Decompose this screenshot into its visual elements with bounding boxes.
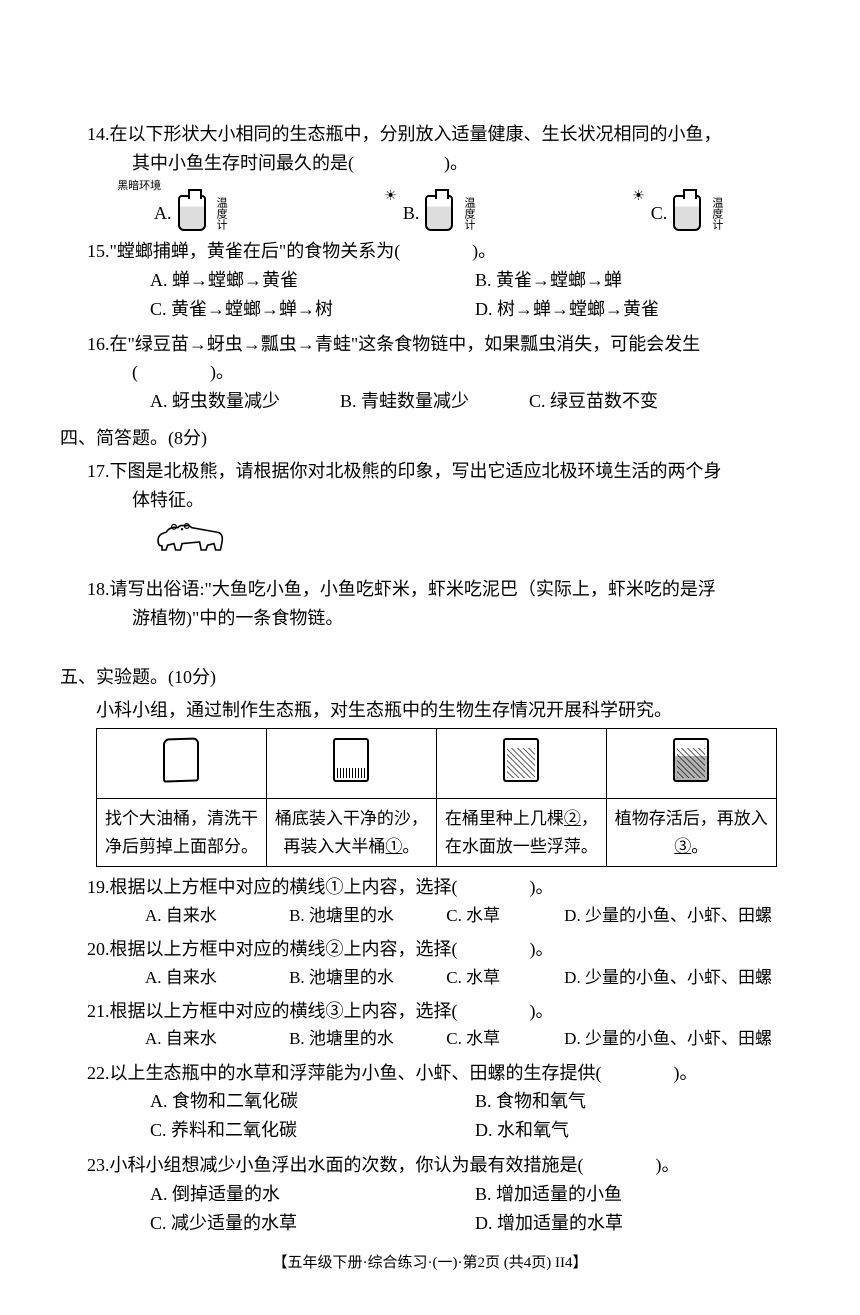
- q19-option-c: C. 水草: [446, 902, 564, 929]
- q19-text: 19.根据以上方框中对应的横线①上内容，选择( )。: [60, 873, 800, 902]
- table-text-row: 找个大油桶，清洗干净后剪掉上面部分。 桶底装入干净的沙，再装入大半桶①。 在桶里…: [97, 799, 777, 866]
- blank-2: ②: [564, 809, 581, 828]
- q21-text: 21.根据以上方框中对应的横线③上内容，选择( )。: [60, 997, 800, 1026]
- q16-option-a: A. 蚜虫数量减少: [150, 387, 280, 416]
- q20-text: 20.根据以上方框中对应的横线②上内容，选择( )。: [60, 935, 800, 964]
- q20-options: A. 自来水 B. 池塘里的水 C. 水草 D. 少量的小鱼、小虾、田螺: [60, 964, 800, 991]
- blank-1: ①: [385, 837, 402, 856]
- q14-text-2: 其中小鱼生存时间最久的是( )。: [60, 149, 800, 178]
- jar-icon: [333, 738, 369, 782]
- q19-option-d: D. 少量的小鱼、小虾、田螺: [564, 902, 800, 929]
- q22-option-d: D. 水和氧气: [475, 1116, 800, 1145]
- q22-option-b: B. 食物和氧气: [475, 1087, 800, 1116]
- question-22: 22.以上生态瓶中的水草和浮萍能为小鱼、小虾、田螺的生存提供( )。 A. 食物…: [60, 1059, 800, 1145]
- jar-icon: [673, 738, 709, 782]
- q23-options-row1: A. 倒掉适量的水 B. 增加适量的小鱼: [60, 1180, 800, 1209]
- question-17: 17.下图是北极熊，请根据你对北极熊的印象，写出它适应北极环境生活的两个身 体特…: [60, 457, 800, 567]
- q20-option-d: D. 少量的小鱼、小虾、田螺: [564, 964, 800, 991]
- q14-text-1: 14.在以下形状大小相同的生态瓶中，分别放入适量健康、生长状况相同的小鱼，: [60, 120, 800, 149]
- q15-option-a: A. 蝉→螳螂→黄雀: [150, 266, 475, 295]
- thermometer-label: 温度计: [459, 197, 477, 230]
- q19-options: A. 自来水 B. 池塘里的水 C. 水草 D. 少量的小鱼、小虾、田螺: [60, 902, 800, 929]
- q19-option-a: A. 自来水: [145, 902, 289, 929]
- question-21: 21.根据以上方框中对应的横线③上内容，选择( )。 A. 自来水 B. 池塘里…: [60, 997, 800, 1053]
- table-cell-img-3: [436, 729, 606, 799]
- q16-option-c: C. 绿豆苗数不变: [529, 387, 658, 416]
- section-5-header: 五、实验题。(10分): [60, 663, 800, 692]
- q15-text: 15."螳螂捕蝉，黄雀在后"的食物关系为( )。: [60, 237, 800, 266]
- blank-3: ③: [674, 837, 691, 856]
- question-14: 14.在以下形状大小相同的生态瓶中，分别放入适量健康、生长状况相同的小鱼， 其中…: [60, 120, 800, 231]
- bottle-icon: [425, 195, 453, 231]
- experiment-intro: 小科小组，通过制作生态瓶，对生态瓶中的生物生存情况开展科学研究。: [60, 696, 800, 725]
- table-cell-img-4: [606, 729, 776, 799]
- polar-bear-icon: [150, 518, 800, 567]
- q22-options-row1: A. 食物和二氧化碳 B. 食物和氧气: [60, 1087, 800, 1116]
- q15-options-row1: A. 蝉→螳螂→黄雀 B. 黄雀→螳螂→蝉: [60, 266, 800, 295]
- q21-options: A. 自来水 B. 池塘里的水 C. 水草 D. 少量的小鱼、小虾、田螺: [60, 1025, 800, 1052]
- q21-option-d: D. 少量的小鱼、小虾、田螺: [564, 1025, 800, 1052]
- q23-text: 23.小科小组想减少小鱼浮出水面的次数，你认为最有效措施是( )。: [60, 1151, 800, 1180]
- q21-option-a: A. 自来水: [145, 1025, 289, 1052]
- option-label: C.: [651, 199, 668, 228]
- jar-icon: [503, 738, 539, 782]
- table-cell-3: 在桶里种上几棵②，在水面放一些浮萍。: [436, 799, 606, 866]
- q16-text-1: 16.在"绿豆苗→蚜虫→瓢虫→青蛙"这条食物链中，如果瓢虫消失，可能会发生: [60, 330, 800, 359]
- option-label: A.: [154, 199, 172, 228]
- question-19: 19.根据以上方框中对应的横线①上内容，选择( )。 A. 自来水 B. 池塘里…: [60, 873, 800, 929]
- q23-option-a: A. 倒掉适量的水: [150, 1180, 475, 1209]
- table-cell-2: 桶底装入干净的沙，再装入大半桶①。: [266, 799, 436, 866]
- q15-options-row2: C. 黄雀→螳螂→蝉→树 D. 树→蝉→螳螂→黄雀: [60, 295, 800, 324]
- question-15: 15."螳螂捕蝉，黄雀在后"的食物关系为( )。 A. 蝉→螳螂→黄雀 B. 黄…: [60, 237, 800, 323]
- sun-icon: ☀: [632, 186, 645, 208]
- q17-text-1: 17.下图是北极熊，请根据你对北极熊的印象，写出它适应北极环境生活的两个身: [60, 457, 800, 486]
- section-4-header: 四、简答题。(8分): [60, 424, 800, 453]
- q16-text-2: ( )。: [60, 358, 800, 387]
- question-20: 20.根据以上方框中对应的横线②上内容，选择( )。 A. 自来水 B. 池塘里…: [60, 935, 800, 991]
- question-16: 16.在"绿豆苗→蚜虫→瓢虫→青蛙"这条食物链中，如果瓢虫消失，可能会发生 ( …: [60, 330, 800, 416]
- q22-options-row2: C. 养料和二氧化碳 D. 水和氧气: [60, 1116, 800, 1145]
- q20-option-a: A. 自来水: [145, 964, 289, 991]
- q16-option-b: B. 青蛙数量减少: [340, 387, 469, 416]
- table-cell-img-2: [266, 729, 436, 799]
- q16-options: A. 蚜虫数量减少 B. 青蛙数量减少 C. 绿豆苗数不变: [60, 387, 800, 416]
- question-23: 23.小科小组想减少小鱼浮出水面的次数，你认为最有效措施是( )。 A. 倒掉适…: [60, 1151, 800, 1237]
- question-18: 18.请写出俗语:"大鱼吃小鱼，小鱼吃虾米，虾米吃泥巴（实际上，虾米吃的是浮 游…: [60, 575, 800, 633]
- q20-option-b: B. 池塘里的水: [289, 964, 446, 991]
- q22-option-c: C. 养料和二氧化碳: [150, 1116, 475, 1145]
- q15-option-c: C. 黄雀→螳螂→蝉→树: [150, 295, 475, 324]
- q19-option-b: B. 池塘里的水: [289, 902, 446, 929]
- table-cell-img-1: [97, 729, 267, 799]
- q14-option-c: ☀ C. 温度计: [632, 195, 760, 231]
- q15-option-b: B. 黄雀→螳螂→蝉: [475, 266, 800, 295]
- q18-text-1: 18.请写出俗语:"大鱼吃小鱼，小鱼吃虾米，虾米吃泥巴（实际上，虾米吃的是浮: [60, 575, 800, 604]
- q20-option-c: C. 水草: [446, 964, 564, 991]
- q17-text-2: 体特征。: [60, 486, 800, 515]
- q14-options: A. 温度计 ☀ B. 温度计 ☀ C. 温度计: [60, 195, 800, 231]
- page-footer: 【五年级下册·综合练习·(一)·第2页 (共4页) II4】: [60, 1251, 800, 1275]
- q18-text-2: 游植物)"中的一条食物链。: [60, 604, 800, 633]
- thermometer-label: 温度计: [212, 197, 230, 230]
- q22-option-a: A. 食物和二氧化碳: [150, 1087, 475, 1116]
- q23-option-d: D. 增加适量的水草: [475, 1209, 800, 1238]
- q23-options-row2: C. 减少适量的水草 D. 增加适量的水草: [60, 1209, 800, 1238]
- q21-option-b: B. 池塘里的水: [289, 1025, 446, 1052]
- thermometer-label: 温度计: [707, 197, 725, 230]
- option-label: B.: [403, 199, 420, 228]
- table-cell-1: 找个大油桶，清洗干净后剪掉上面部分。: [97, 799, 267, 866]
- jar-icon: [163, 737, 199, 782]
- q14-option-a: A. 温度计: [154, 195, 264, 231]
- sun-icon: ☀: [384, 186, 397, 208]
- experiment-table: 找个大油桶，清洗干净后剪掉上面部分。 桶底装入干净的沙，再装入大半桶①。 在桶里…: [96, 728, 777, 866]
- q21-option-c: C. 水草: [446, 1025, 564, 1052]
- table-cell-4: 植物存活后，再放入③。: [606, 799, 776, 866]
- q22-text: 22.以上生态瓶中的水草和浮萍能为小鱼、小虾、田螺的生存提供( )。: [60, 1059, 800, 1088]
- q23-option-c: C. 减少适量的水草: [150, 1209, 475, 1238]
- q14-option-b: ☀ B. 温度计: [384, 195, 512, 231]
- bottle-icon: [673, 195, 701, 231]
- table-image-row: [97, 729, 777, 799]
- q23-option-b: B. 增加适量的小鱼: [475, 1180, 800, 1209]
- q15-option-d: D. 树→蝉→螳螂→黄雀: [475, 295, 800, 324]
- bottle-icon: [178, 195, 206, 231]
